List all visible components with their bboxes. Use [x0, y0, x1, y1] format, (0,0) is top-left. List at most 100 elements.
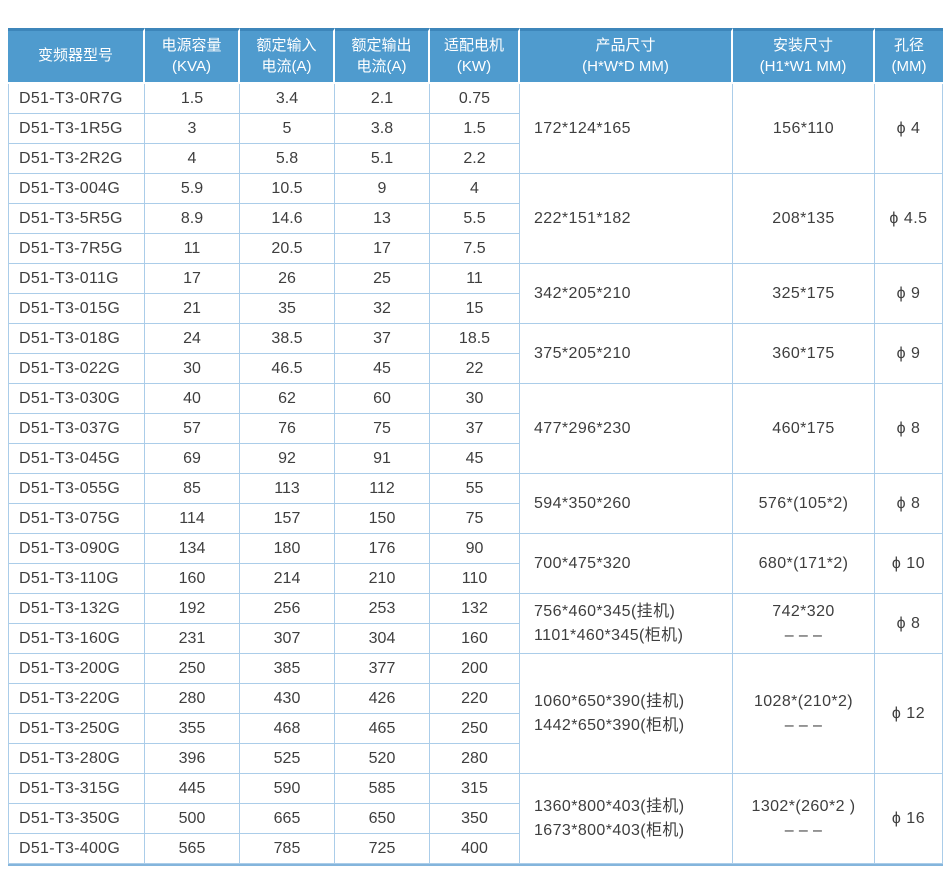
- cell-model: D51-T3-030G: [8, 384, 145, 414]
- header-label: 适配电机: [443, 36, 504, 54]
- cell-motor: 37: [430, 414, 520, 444]
- cell-motor: 30: [430, 384, 520, 414]
- column-header-capacity: 电源容量 (KVA): [145, 28, 240, 84]
- cell-motor: 250: [430, 714, 520, 744]
- cell-output: 253: [335, 594, 430, 624]
- product-size-line: 1360*800*403(挂机): [534, 798, 685, 816]
- header-sublabel: (KW): [456, 57, 492, 75]
- cell-input: 785: [240, 834, 335, 864]
- product-size-line: 1101*460*345(柜机): [534, 626, 684, 644]
- header-label: 额定输入: [256, 36, 317, 54]
- cell-mount-size: 1302*(260*2 ) – – –: [733, 774, 875, 864]
- cell-model: D51-T3-004G: [8, 174, 145, 204]
- cell-aperture: ϕ 8: [875, 384, 943, 474]
- column-header-output: 额定输出 电流(A): [335, 28, 430, 84]
- cell-output: 585: [335, 774, 430, 804]
- mount-size-line: 1028*(210*2): [753, 693, 854, 711]
- table-row: D51-T3-022G 30 46.5 45 22: [8, 354, 943, 384]
- cell-model: D51-T3-110G: [8, 564, 145, 594]
- cell-capacity: 396: [145, 744, 240, 774]
- cell-capacity: 57: [145, 414, 240, 444]
- table-row: D51-T3-075G 114 157 150 75: [8, 504, 943, 534]
- table-row: D51-T3-2R2G 4 5.8 5.1 2.2: [8, 144, 943, 174]
- cell-output: 25: [335, 264, 430, 294]
- cell-input: 14.6: [240, 204, 335, 234]
- cell-motor: 160: [430, 624, 520, 654]
- product-size-line: 1673*800*403(柜机): [534, 821, 685, 839]
- cell-capacity: 250: [145, 654, 240, 684]
- cell-motor: 132: [430, 594, 520, 624]
- cell-input: 385: [240, 654, 335, 684]
- cell-output: 9: [335, 174, 430, 204]
- cell-capacity: 40: [145, 384, 240, 414]
- cell-model: D51-T3-090G: [8, 534, 145, 564]
- cell-aperture: ϕ 16: [875, 774, 943, 864]
- table-row: D51-T3-037G 57 76 75 37: [8, 414, 943, 444]
- cell-output: 13: [335, 204, 430, 234]
- cell-capacity: 192: [145, 594, 240, 624]
- cell-capacity: 134: [145, 534, 240, 564]
- table-row: D51-T3-132G 192 256 253 132 756*460*345(挂机) 11…: [8, 594, 943, 654]
- mount-size-line: 742*320: [772, 603, 835, 621]
- cell-output: 3.8: [335, 114, 430, 144]
- cell-input: 214: [240, 564, 335, 594]
- cell-model: D51-T3-055G: [8, 474, 145, 504]
- product-size-line: 477*296*230: [534, 419, 631, 437]
- cell-product-size: 222*151*182: [520, 174, 733, 264]
- table-row: D51-T3-160G 231 307 304 160: [8, 624, 943, 654]
- cell-output: 17: [335, 234, 430, 264]
- header-sublabel: (H*W*D MM): [582, 57, 669, 75]
- cell-output: 2.1: [335, 84, 430, 114]
- cell-aperture: ϕ 12: [875, 654, 943, 774]
- cell-input: 525: [240, 744, 335, 774]
- cell-output: 426: [335, 684, 430, 714]
- header-sublabel: 电流(A): [356, 57, 407, 75]
- cell-product-size: 594*350*260: [520, 474, 733, 534]
- cell-motor: 90: [430, 534, 520, 564]
- cell-input: 92: [240, 444, 335, 474]
- product-size-line: 756*460*345(挂机): [534, 603, 676, 621]
- cell-capacity: 355: [145, 714, 240, 744]
- cell-model: D51-T3-200G: [8, 654, 145, 684]
- cell-output: 112: [335, 474, 430, 504]
- column-header-mount: 安装尺寸 (H1*W1 MM): [733, 28, 875, 84]
- cell-capacity: 17: [145, 264, 240, 294]
- cell-model: D51-T3-2R2G: [8, 144, 145, 174]
- cell-input: 62: [240, 384, 335, 414]
- table-row: D51-T3-5R5G 8.9 14.6 13 5.5: [8, 204, 943, 234]
- cell-motor: 110: [430, 564, 520, 594]
- cell-aperture: ϕ 9: [875, 264, 943, 324]
- cell-model: D51-T3-018G: [8, 324, 145, 354]
- table-row: D51-T3-030G 40 62 60 30 477*296*230 460*175 ϕ 8: [8, 384, 943, 474]
- cell-motor: 45: [430, 444, 520, 474]
- cell-output: 60: [335, 384, 430, 414]
- cell-input: 3.4: [240, 84, 335, 114]
- product-size-line: 375*205*210: [534, 344, 631, 362]
- table-row: D51-T3-220G 280 430 426 220: [8, 684, 943, 714]
- cell-aperture: ϕ 8: [875, 474, 943, 534]
- table-row: D51-T3-018G 24 38.5 37 18.5 375*205*210 360*17…: [8, 324, 943, 384]
- cell-model: D51-T3-400G: [8, 834, 145, 864]
- cell-motor: 4: [430, 174, 520, 204]
- cell-capacity: 160: [145, 564, 240, 594]
- cell-capacity: 500: [145, 804, 240, 834]
- cell-model: D51-T3-280G: [8, 744, 145, 774]
- table-row: D51-T3-200G 250 385 377 200 1060*650*390(挂机) 1…: [8, 654, 943, 774]
- column-header-input: 额定输入 电流(A): [240, 28, 335, 84]
- cell-capacity: 8.9: [145, 204, 240, 234]
- cell-model: D51-T3-022G: [8, 354, 145, 384]
- cell-capacity: 445: [145, 774, 240, 804]
- cell-output: 520: [335, 744, 430, 774]
- cell-output: 465: [335, 714, 430, 744]
- cell-product-size: 172*124*165: [520, 84, 733, 174]
- cell-model: D51-T3-7R5G: [8, 234, 145, 264]
- inverter-spec-table: 变频器型号 电源容量 (KVA) 额定输入 电流(A) 额定输出 电流(A) 适配电机 (KW)…: [8, 28, 943, 864]
- cell-aperture: ϕ 4: [875, 84, 943, 174]
- cell-model: D51-T3-011G: [8, 264, 145, 294]
- column-header-product: 产品尺寸 (H*W*D MM): [520, 28, 733, 84]
- column-header-model: 变频器型号: [8, 28, 145, 84]
- cell-capacity: 11: [145, 234, 240, 264]
- cell-capacity: 114: [145, 504, 240, 534]
- column-header-aperture: 孔径 (MM): [875, 28, 943, 84]
- cell-motor: 220: [430, 684, 520, 714]
